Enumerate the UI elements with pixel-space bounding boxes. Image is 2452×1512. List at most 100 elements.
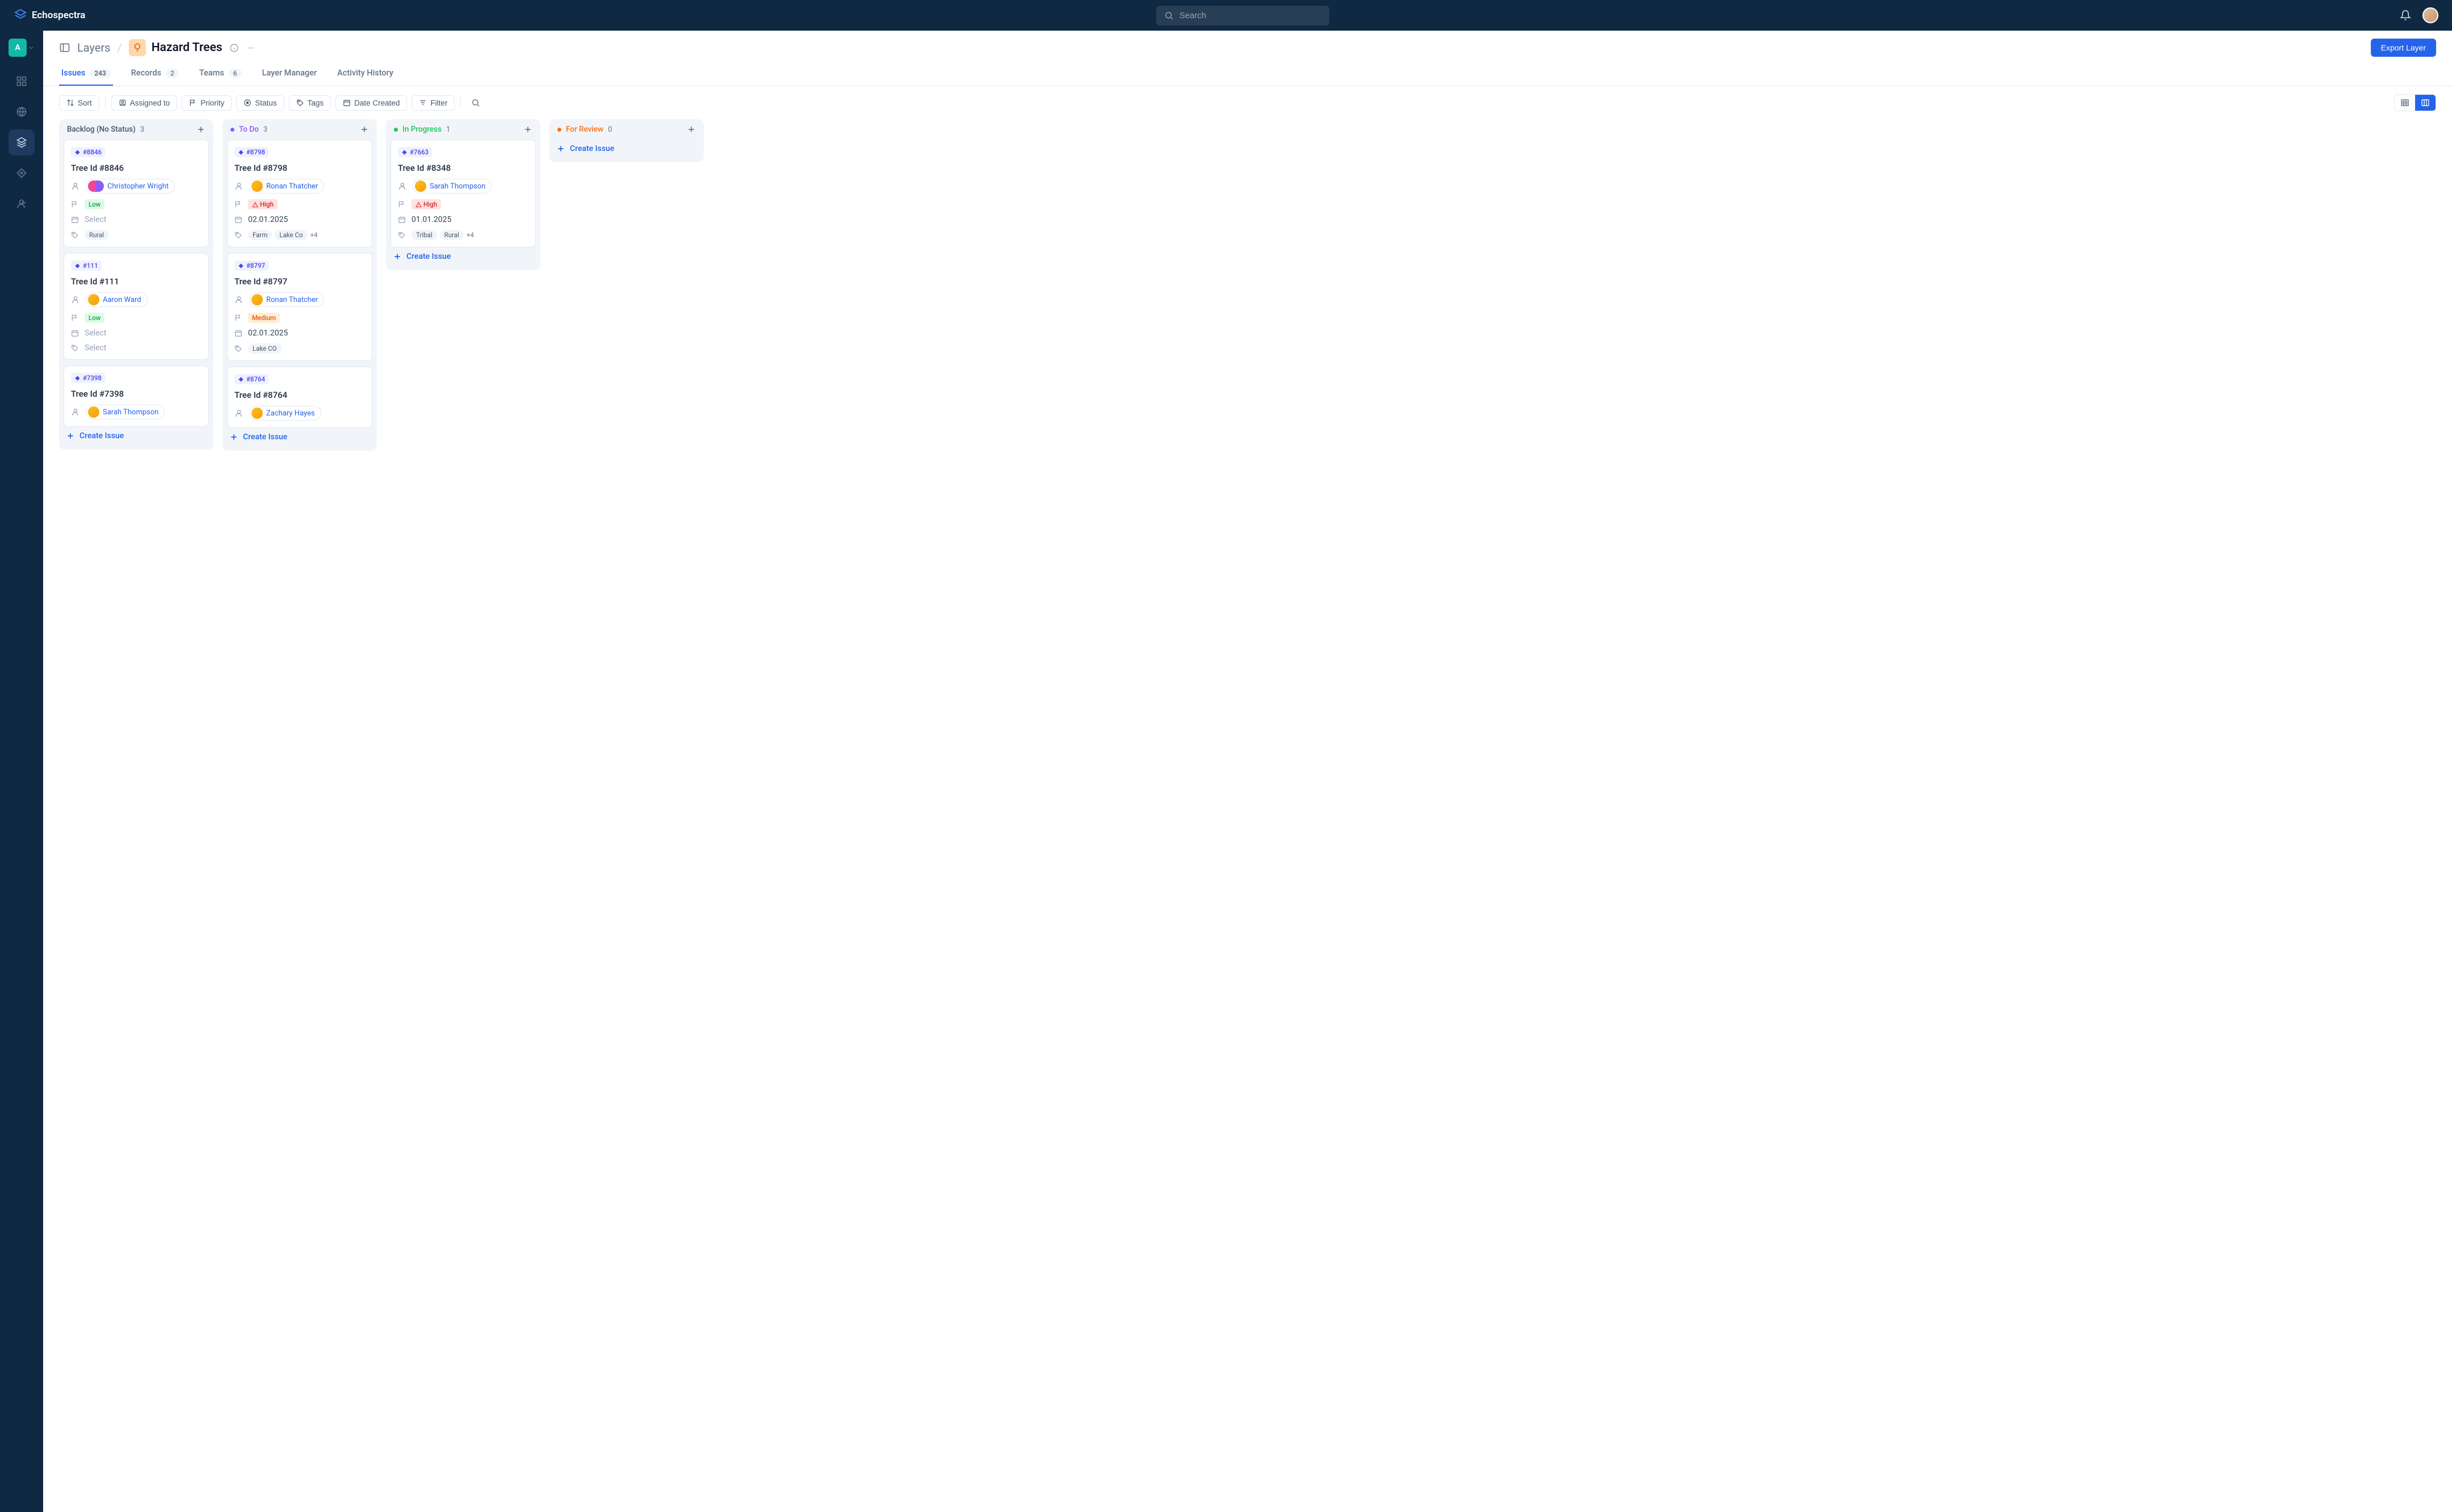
priority-badge: Low <box>85 199 104 209</box>
board: Backlog (No Status)3 #8846Tree Id #8846C… <box>43 119 2452 1512</box>
assignee-row: Ronan Thatcher <box>234 179 365 194</box>
tab-teams[interactable]: Teams6 <box>197 62 244 86</box>
page-title: Hazard Trees <box>152 41 222 54</box>
tag-chip[interactable]: Tribal <box>412 230 437 240</box>
tag-chip[interactable]: Rural <box>440 230 464 240</box>
assignee-avatar <box>251 408 263 419</box>
issue-card[interactable]: #8798Tree Id #8798Ronan ThatcherHigh02.0… <box>227 140 372 247</box>
date-row[interactable]: Select <box>71 329 201 338</box>
export-button[interactable]: Export Layer <box>2371 39 2436 57</box>
search-input[interactable] <box>1179 11 1321 20</box>
sidebar-item-diamond[interactable] <box>9 160 35 186</box>
assignee-row: Christopher Wright <box>71 179 201 194</box>
tab-count: 243 <box>90 69 110 78</box>
priority-row: Medium <box>234 313 365 323</box>
more-icon[interactable] <box>246 43 255 53</box>
info-icon[interactable] <box>229 43 239 53</box>
filter-tags[interactable]: Tags <box>289 95 331 111</box>
priority-row: Low <box>71 199 201 209</box>
sidebar-item-layers[interactable] <box>9 129 35 156</box>
create-issue-button[interactable]: Create Issue <box>59 427 213 445</box>
date-row[interactable]: Select <box>71 215 201 224</box>
tab-records[interactable]: Records2 <box>129 62 181 86</box>
view-toggle <box>2394 94 2436 111</box>
tag-chip[interactable]: Lake CO <box>248 343 282 354</box>
panel-icon[interactable] <box>59 42 70 53</box>
person-icon <box>71 182 80 191</box>
sidebar-item-dashboard[interactable] <box>9 68 35 94</box>
tab-issues[interactable]: Issues243 <box>59 62 113 86</box>
assignee-chip[interactable]: Sarah Thompson <box>86 405 165 419</box>
column-count: 3 <box>263 125 267 134</box>
breadcrumb-root[interactable]: Layers <box>77 41 111 54</box>
person-icon <box>71 295 80 304</box>
create-issue-button[interactable]: Create Issue <box>222 428 377 446</box>
add-card-button[interactable] <box>687 125 696 134</box>
search-bar[interactable] <box>1156 6 1329 26</box>
logo[interactable]: Echospectra <box>14 9 85 22</box>
status-dot <box>230 128 234 132</box>
issue-id-badge: #8764 <box>234 374 268 384</box>
person-icon <box>71 408 80 417</box>
add-card-button[interactable] <box>523 125 532 134</box>
tab-label: Teams <box>199 68 224 78</box>
assignee-chip[interactable]: Sarah Thompson <box>413 179 492 194</box>
tab-label: Layer Manager <box>262 68 317 78</box>
issue-card[interactable]: #8846Tree Id #8846Christopher WrightLowS… <box>64 140 209 247</box>
add-card-button[interactable] <box>360 125 369 134</box>
bell-icon[interactable] <box>2400 10 2411 21</box>
filter-status[interactable]: Status <box>236 95 284 111</box>
tag-icon <box>71 344 79 352</box>
assignee-row: Zachary Hayes <box>234 406 365 421</box>
tag-chip[interactable]: Farm <box>248 230 272 240</box>
search-toggle[interactable] <box>467 96 485 110</box>
issue-card[interactable]: #8764Tree Id #8764Zachary Hayes <box>227 367 372 428</box>
create-issue-button[interactable]: Create Issue <box>549 140 704 158</box>
issue-id-badge: #7398 <box>71 373 105 383</box>
app-name: Echospectra <box>32 10 85 21</box>
sidebar-item-globe[interactable] <box>9 99 35 125</box>
filter-sort[interactable]: Sort <box>59 95 99 111</box>
workspace-switcher[interactable]: A <box>9 39 35 57</box>
view-board[interactable] <box>2415 95 2436 111</box>
tags-row[interactable]: Select <box>71 343 201 352</box>
filter-date-created[interactable]: Date Created <box>335 95 407 111</box>
person-icon <box>234 409 243 418</box>
add-card-button[interactable] <box>196 125 205 134</box>
column-for-review: For Review0Create Issue <box>549 119 704 162</box>
tab-layer-manager[interactable]: Layer Manager <box>260 62 320 86</box>
tag-icon <box>234 345 242 352</box>
filter-icon <box>419 99 427 107</box>
sort-icon <box>66 99 74 107</box>
tag-chip[interactable]: Rural <box>85 230 108 240</box>
issue-id-badge: #111 <box>71 261 102 271</box>
chevron-down-icon <box>28 44 35 51</box>
assignee-chip[interactable]: Ronan Thatcher <box>249 179 324 194</box>
filter-filter[interactable]: Filter <box>412 95 455 111</box>
assignee-chip[interactable]: Christopher Wright <box>86 179 175 194</box>
filter-priority[interactable]: Priority <box>182 95 232 111</box>
assignee-chip[interactable]: Ronan Thatcher <box>249 292 324 307</box>
tag-more[interactable]: +4 <box>310 231 318 239</box>
issue-card[interactable]: #7398Tree Id #7398Sarah Thompson <box>64 366 209 427</box>
priority-row: High <box>234 199 365 209</box>
assignee-row: Sarah Thompson <box>71 405 201 419</box>
flag-icon <box>398 200 406 208</box>
tab-activity-history[interactable]: Activity History <box>335 62 396 86</box>
sidebar-item-team[interactable] <box>9 191 35 217</box>
tag-chip[interactable]: Lake Co <box>275 230 307 240</box>
user-avatar[interactable] <box>2422 7 2438 23</box>
assignee-chip[interactable]: Zachary Hayes <box>249 406 321 421</box>
create-issue-button[interactable]: Create Issue <box>386 247 540 266</box>
priority-badge: High <box>248 199 278 209</box>
tag-more[interactable]: +4 <box>467 231 474 239</box>
issue-card[interactable]: #7663Tree Id #8348Sarah ThompsonHigh01.0… <box>391 140 536 247</box>
column-in-progress: In Progress1 #7663Tree Id #8348Sarah Tho… <box>386 119 540 270</box>
issue-card[interactable]: #8797Tree Id #8797Ronan ThatcherMedium02… <box>227 253 372 361</box>
assignee-chip[interactable]: Aaron Ward <box>86 292 148 307</box>
view-table[interactable] <box>2395 95 2415 111</box>
tab-label: Activity History <box>337 68 393 78</box>
issue-card[interactable]: #111Tree Id #111Aaron WardLowSelectSelec… <box>64 253 209 360</box>
column-backlog-no-status-: Backlog (No Status)3 #8846Tree Id #8846C… <box>59 119 213 450</box>
filter-assigned-to[interactable]: Assigned to <box>111 95 178 111</box>
